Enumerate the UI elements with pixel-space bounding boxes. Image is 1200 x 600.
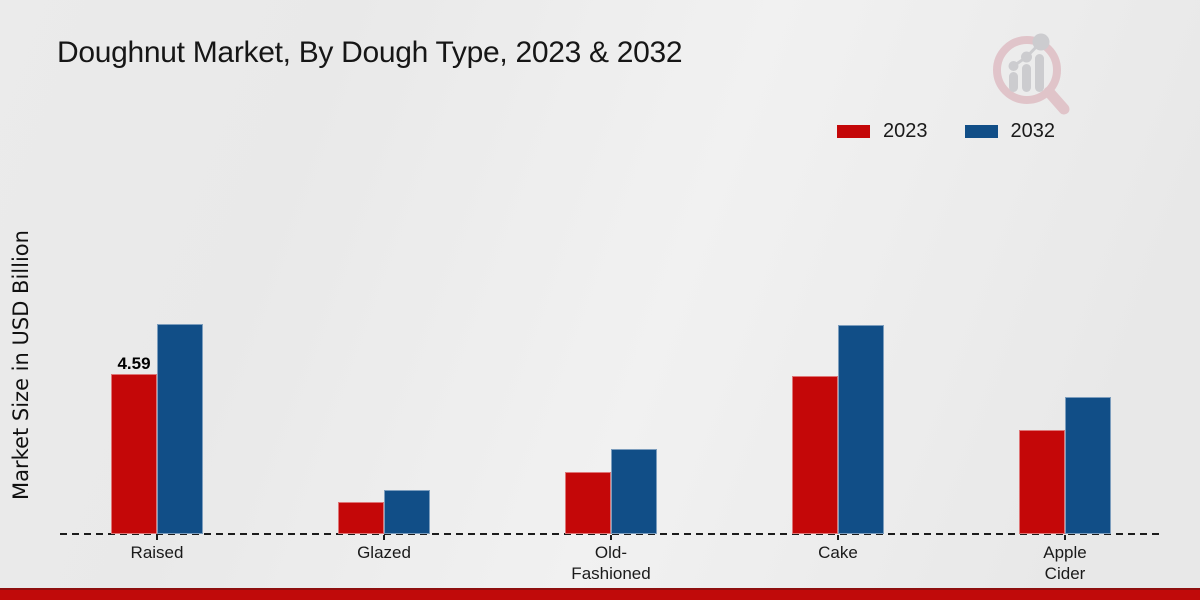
x-axis-tick-old-fashioned	[610, 535, 612, 540]
x-category-label-old-fashioned: Old- Fashioned	[571, 543, 651, 583]
x-axis-tick-glazed	[383, 535, 385, 540]
bar-2032-apple-cider	[1065, 397, 1111, 534]
legend-label-2032: 2032	[1010, 120, 1056, 142]
x-axis-tick-apple-cider	[1064, 535, 1066, 540]
x-category-label-apple-cider: Apple Cider	[1043, 543, 1087, 583]
x-axis-tick-raised	[156, 535, 158, 540]
legend-label-2023: 2023	[883, 120, 928, 142]
bar-2023-apple-cider	[1019, 430, 1065, 534]
bar-2023-cake	[792, 376, 838, 534]
bar-2032-old-fashioned	[611, 449, 657, 534]
legend-item-2023: 2023	[837, 120, 928, 143]
legend-item-2032: 2032	[964, 120, 1056, 143]
legend-swatch-2023	[837, 125, 870, 138]
x-category-label-glazed: Glazed	[357, 543, 411, 562]
footer-accent-bar	[0, 588, 1200, 600]
bar-2032-raised	[157, 324, 203, 534]
bar-2023-raised	[111, 374, 157, 534]
x-category-label-cake: Cake	[818, 543, 858, 562]
bar-2023-glazed	[338, 502, 384, 534]
legend-swatch-2032	[964, 125, 998, 138]
bar-2032-glazed	[384, 490, 430, 534]
chart-legend: 2023 2032	[837, 120, 1055, 143]
magnifier-bar-chart-logo-icon	[993, 33, 1070, 115]
bar-2023-old-fashioned	[565, 472, 611, 534]
bar-2032-cake	[838, 325, 884, 534]
x-axis-tick-cake	[837, 535, 839, 540]
x-category-label-raised: Raised	[130, 543, 184, 562]
chart-title: Doughnut Market, By Dough Type, 2023 & 2…	[57, 36, 683, 69]
bar-value-label-raised-2023: 4.59	[117, 354, 151, 373]
x-axis-baseline	[60, 533, 1160, 535]
